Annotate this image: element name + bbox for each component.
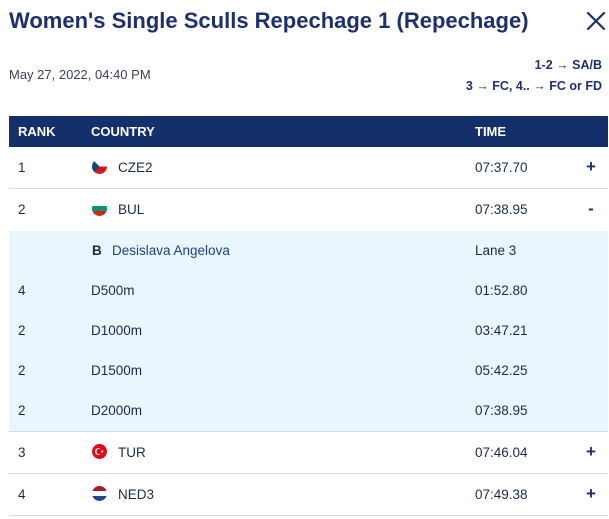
table-row[interactable]: 4 NED3 07:49.38 + bbox=[9, 474, 608, 516]
row-details: B Desislava Angelova Lane 3 4 D500m 01:5… bbox=[9, 231, 608, 432]
split-rank: 2 bbox=[18, 403, 26, 418]
split-distance: D500m bbox=[91, 283, 135, 298]
time-cell: 07:49.38 bbox=[475, 487, 528, 502]
czech-flag-icon bbox=[92, 159, 107, 174]
time-cell: 07:38.95 bbox=[475, 202, 528, 217]
page-title: Women's Single Sculls Repechage 1 (Repec… bbox=[9, 8, 529, 33]
close-icon[interactable] bbox=[584, 9, 608, 33]
split-distance: D1000m bbox=[91, 323, 143, 338]
table-row[interactable]: 3 TUR 07:46.04 + bbox=[9, 432, 608, 474]
progression-line-2: 3 → FC, 4.. → FC or FD bbox=[465, 79, 602, 93]
results-table: RANK COUNTRY TIME 1 CZE2 07:37.70 + 2 BU… bbox=[9, 116, 608, 516]
split-distance: D2000m bbox=[91, 403, 143, 418]
split-time: 01:52.80 bbox=[475, 283, 528, 298]
country-cell: NED3 bbox=[118, 487, 155, 502]
country-header: COUNTRY bbox=[91, 124, 155, 139]
progression-rules: 1-2 → SA/B 3 → FC, 4.. → FC or FD bbox=[466, 55, 602, 97]
split-time: 03:47.21 bbox=[475, 323, 528, 338]
expand-plus-icon[interactable]: + bbox=[586, 442, 596, 461]
athlete-name[interactable]: Desislava Angelova bbox=[112, 243, 230, 258]
bulgaria-flag-icon bbox=[92, 201, 107, 216]
collapse-minus-icon[interactable]: - bbox=[588, 199, 594, 218]
time-cell: 07:46.04 bbox=[475, 445, 528, 460]
split-row: 2 D1500m 05:42.25 bbox=[9, 351, 608, 391]
split-row: 2 D2000m 07:38.95 bbox=[9, 391, 608, 431]
table-header: RANK COUNTRY TIME bbox=[9, 116, 608, 147]
country-cell: BUL bbox=[118, 202, 145, 217]
split-time: 05:42.25 bbox=[475, 363, 528, 378]
country-cell: TUR bbox=[118, 445, 146, 460]
split-row: 4 D500m 01:52.80 bbox=[9, 271, 608, 311]
split-distance: D1500m bbox=[91, 363, 143, 378]
table-row[interactable]: 1 CZE2 07:37.70 + bbox=[9, 147, 608, 189]
rank-cell: 2 bbox=[18, 202, 26, 217]
expand-plus-icon[interactable]: + bbox=[586, 157, 596, 176]
split-rank: 2 bbox=[18, 363, 26, 378]
seat-label: B bbox=[92, 243, 102, 258]
time-header: TIME bbox=[475, 124, 507, 139]
lane-label: Lane 3 bbox=[475, 243, 517, 258]
country-cell: CZE2 bbox=[118, 160, 153, 175]
split-time: 07:38.95 bbox=[475, 403, 528, 418]
race-datetime: May 27, 2022, 04:40 PM bbox=[9, 67, 151, 82]
rank-cell: 4 bbox=[18, 487, 26, 502]
split-rank: 4 bbox=[18, 283, 26, 298]
expand-plus-icon[interactable]: + bbox=[586, 484, 596, 503]
rank-cell: 3 bbox=[18, 445, 26, 460]
modal-header: Women's Single Sculls Repechage 1 (Repec… bbox=[0, 0, 609, 116]
table-row[interactable]: 2 BUL 07:38.95 - bbox=[9, 189, 608, 231]
time-cell: 07:37.70 bbox=[475, 160, 528, 175]
progression-line-1: 1-2 → SA/B bbox=[534, 58, 602, 72]
rank-header: RANK bbox=[18, 124, 56, 139]
split-rank: 2 bbox=[18, 323, 26, 338]
turkey-flag-icon bbox=[92, 444, 107, 459]
athlete-row: B Desislava Angelova Lane 3 bbox=[9, 231, 608, 271]
netherlands-flag-icon bbox=[92, 486, 107, 501]
rank-cell: 1 bbox=[18, 160, 26, 175]
split-row: 2 D1000m 03:47.21 bbox=[9, 311, 608, 351]
